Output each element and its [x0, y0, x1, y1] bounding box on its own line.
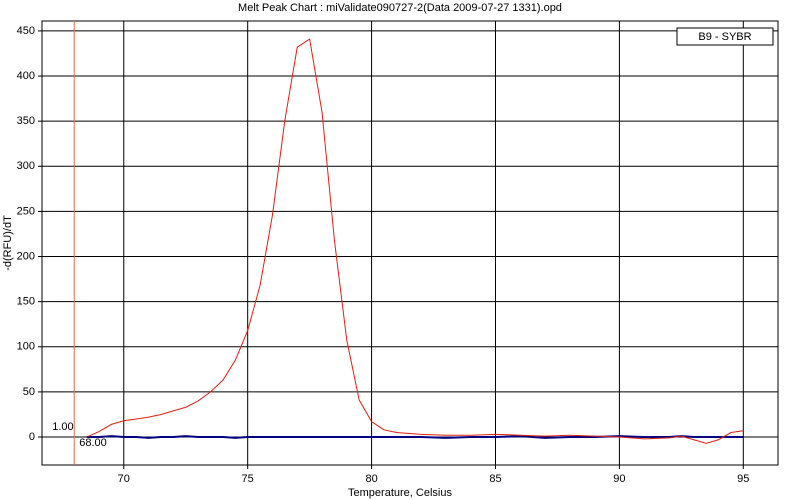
y-tick-label: 200: [17, 250, 35, 262]
y-tick-label: 300: [17, 160, 35, 172]
x-tick-label: 75: [242, 473, 254, 485]
x-axis-label: Temperature, Celsius: [348, 487, 452, 499]
legend-label: B9 - SYBR: [698, 31, 751, 43]
x-tick-label: 85: [489, 473, 501, 485]
x-tick-label: 80: [365, 473, 377, 485]
y-tick-label: 250: [17, 205, 35, 217]
y-tick-label: 100: [17, 341, 35, 353]
series-line: [86, 38, 744, 444]
y-tick-label: 450: [17, 25, 35, 37]
marker-y-label: 1.00: [52, 421, 73, 433]
marker-x-label: 68.00: [79, 437, 107, 449]
y-tick-label: 150: [17, 296, 35, 308]
y-tick-label: 0: [29, 431, 35, 443]
chart-title: Melt Peak Chart : miValidate090727-2(Dat…: [238, 2, 562, 14]
plot-area: [41, 20, 779, 466]
x-tick-label: 90: [613, 473, 625, 485]
legend-box: [676, 27, 774, 46]
y-tick-label: 400: [17, 70, 35, 82]
y-axis-label: -d(RFU)/dT: [2, 215, 14, 271]
series-line: [86, 435, 744, 439]
x-tick-label: 70: [118, 473, 130, 485]
x-tick-label: 95: [737, 473, 749, 485]
y-tick-label: 50: [23, 386, 35, 398]
y-tick-label: 350: [17, 115, 35, 127]
